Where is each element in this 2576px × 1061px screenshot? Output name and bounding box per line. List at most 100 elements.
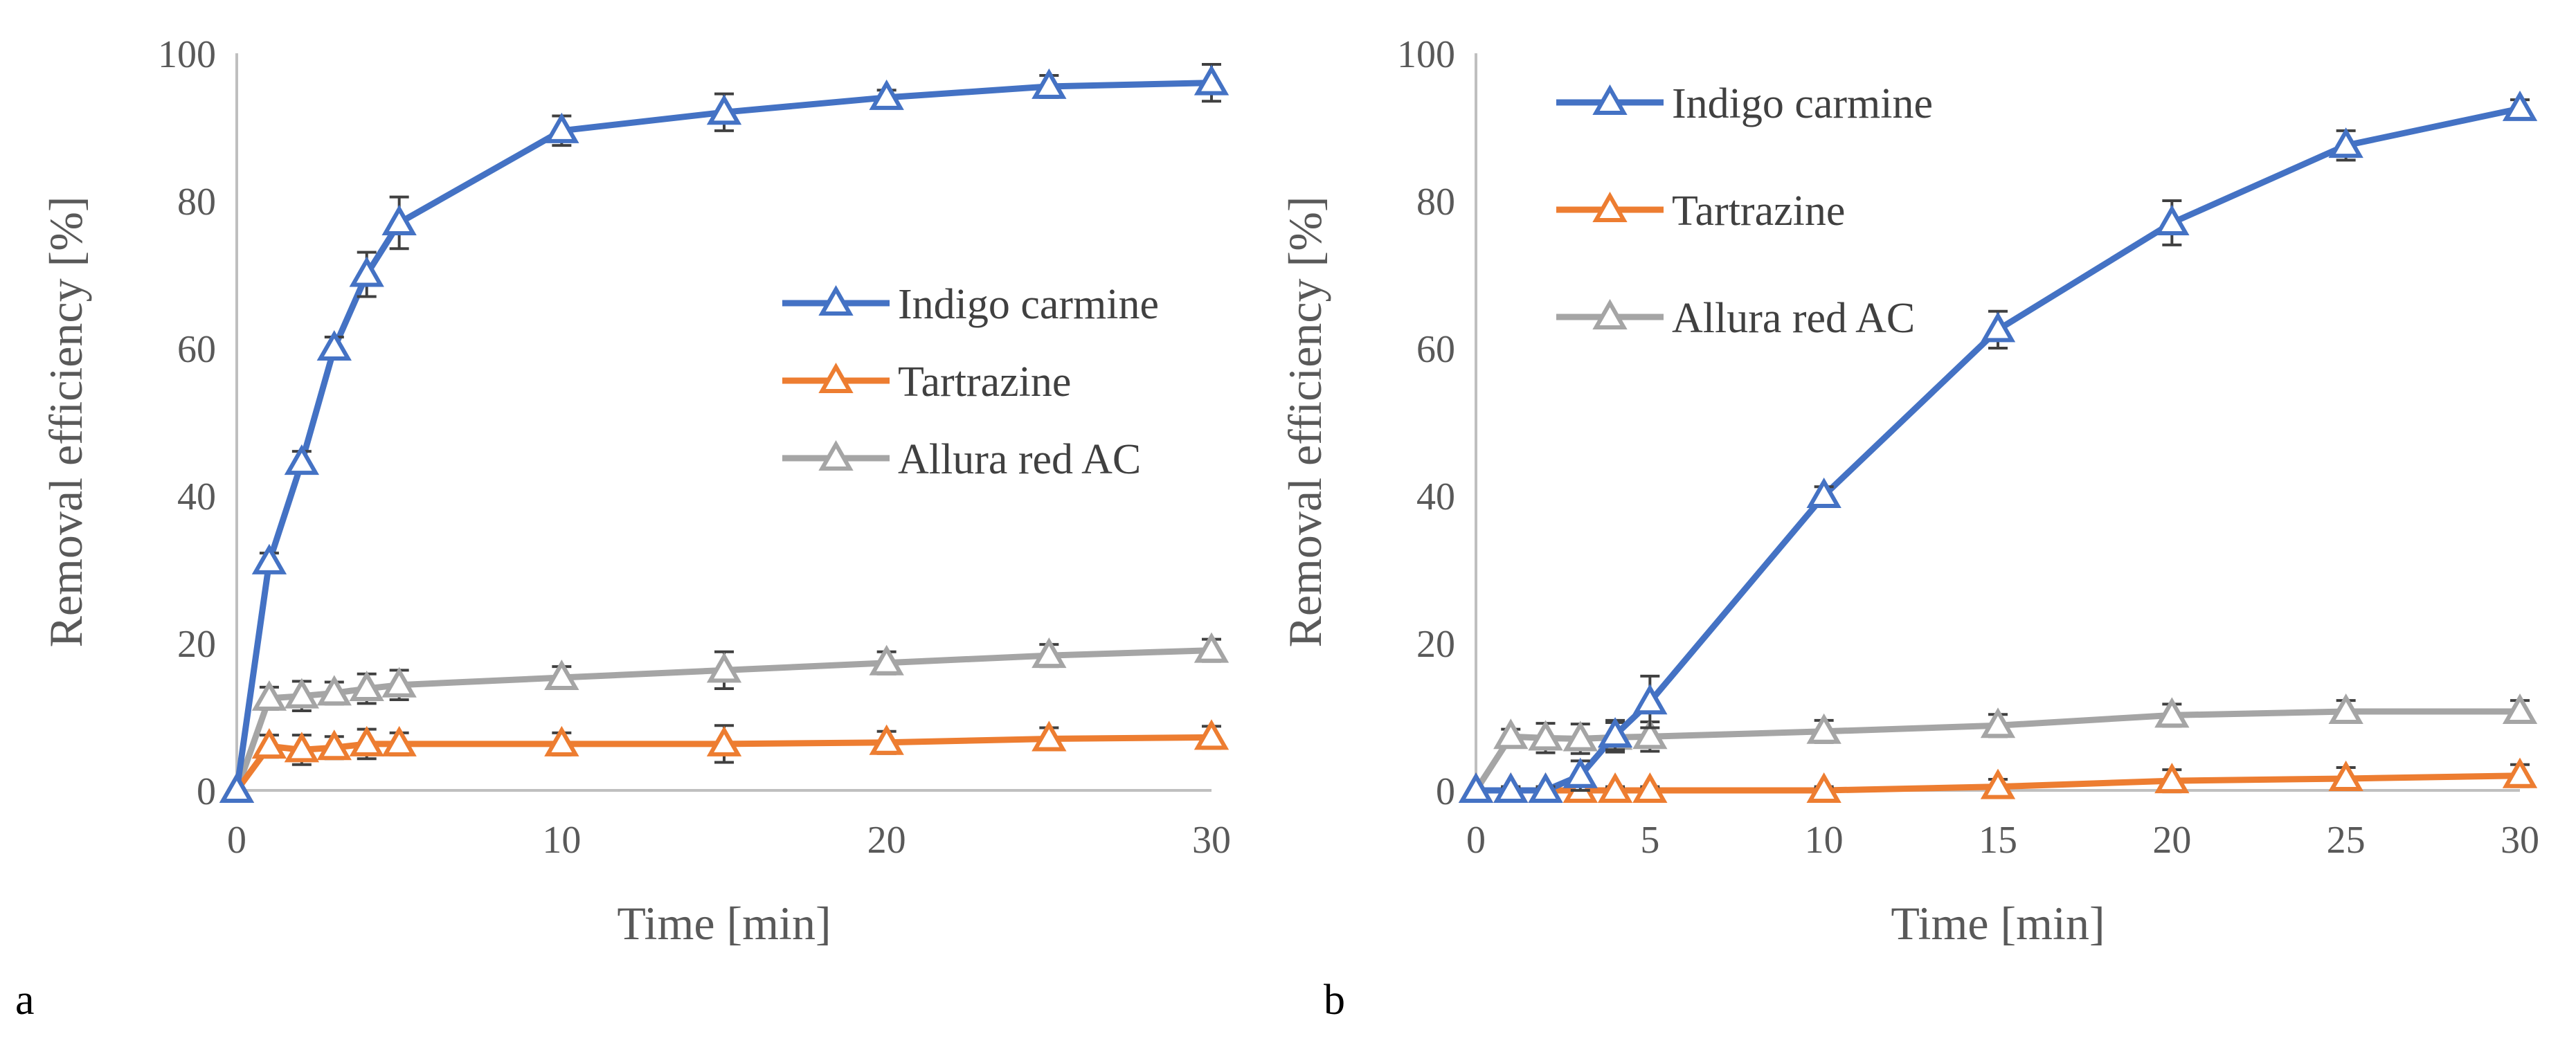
data-point-indigo-carmine [219, 772, 255, 803]
chart-panel-a: 0 20 40 60 80 100 0 10 20 30 Time [min] Removal eff… [39, 33, 1231, 950]
legend-marker-tartrazine [818, 362, 854, 393]
data-point-allura-red-ac [1806, 713, 1841, 744]
x-axis-title: Time [min] [617, 897, 831, 950]
data-point-indigo-carmine [869, 79, 904, 110]
y-axis-title: Removal efficiency [%] [1279, 196, 1331, 647]
y-tick-label: 60 [177, 328, 216, 371]
data-point-indigo-carmine [284, 444, 320, 475]
data-point-allura-red-ac [869, 644, 904, 675]
data-point-allura-red-ac [544, 660, 579, 691]
y-tick-label: 80 [177, 181, 216, 224]
data-point-allura-red-ac [381, 666, 417, 698]
legend-label-tartrazine: Tartrazine [898, 359, 1071, 406]
chart-panel-b: 0 20 40 60 80 100 0 5 10 15 20 25 30 Time [min] Remova… [1279, 33, 2539, 950]
x-tick-label: 15 [1979, 819, 2017, 862]
data-point-indigo-carmine [1980, 311, 2016, 343]
legend: Indigo carmine Tartrazine Allura red AC [782, 281, 1159, 483]
data-point-indigo-carmine [316, 329, 352, 361]
data-point-indigo-carmine [1597, 717, 1633, 748]
data-point-allura-red-ac [316, 675, 352, 706]
data-point-allura-red-ac [1632, 718, 1668, 750]
legend-marker-tartrazine [1592, 191, 1628, 222]
data-point-allura-red-ac [1194, 632, 1230, 663]
data-point-indigo-carmine [1806, 477, 1841, 508]
data-point-indigo-carmine [1632, 684, 1668, 715]
legend-marker-allura-red-ac [1592, 298, 1628, 329]
x-tick-label: 10 [1805, 819, 1844, 862]
y-tick-label: 100 [158, 33, 216, 76]
legend-label-indigo-carmine: Indigo carmine [1672, 80, 1933, 127]
data-point-tartrazine [1032, 720, 1067, 752]
data-point-tartrazine [251, 728, 287, 759]
legend-label-indigo-carmine: Indigo carmine [898, 281, 1159, 328]
panel-label-b: b [1324, 977, 1345, 1024]
data-point-allura-red-ac [284, 678, 320, 709]
y-tick-label: 100 [1397, 33, 1455, 76]
data-point-allura-red-ac [1562, 720, 1598, 752]
y-tick-label: 60 [1416, 328, 1455, 371]
data-point-indigo-carmine [1194, 64, 1230, 96]
data-point-tartrazine [349, 725, 384, 756]
data-point-tartrazine [1980, 768, 2016, 799]
data-point-indigo-carmine [2328, 127, 2363, 158]
data-point-allura-red-ac [706, 652, 742, 683]
legend: Indigo carmine Tartrazine Allura red AC [1556, 80, 1933, 342]
data-point-indigo-carmine [349, 256, 384, 287]
data-point-indigo-carmine [1493, 772, 1529, 803]
y-tick-label: 20 [177, 623, 216, 666]
x-tick-label: 0 [1466, 819, 1486, 862]
data-point-allura-red-ac [1980, 707, 2016, 738]
data-point-allura-red-ac [349, 670, 384, 702]
legend-marker-allura-red-ac [818, 439, 854, 471]
x-tick-label: 30 [1192, 819, 1231, 862]
x-tick-label: 20 [2152, 819, 2191, 862]
y-axis-title: Removal efficiency [%] [39, 196, 92, 647]
data-point-indigo-carmine [1458, 772, 1494, 803]
data-point-indigo-carmine [381, 204, 417, 235]
data-point-tartrazine [381, 725, 417, 756]
data-point-indigo-carmine [2502, 90, 2538, 121]
data-point-tartrazine [869, 724, 904, 755]
panel-label-a: a [15, 977, 35, 1024]
data-point-allura-red-ac [1032, 637, 1067, 669]
legend-marker-indigo-carmine [818, 284, 854, 316]
y-tick-label: 0 [197, 770, 216, 813]
data-point-indigo-carmine [1528, 772, 1563, 803]
data-point-tartrazine [1632, 772, 1668, 803]
legend-marker-indigo-carmine [1592, 84, 1628, 115]
data-point-allura-red-ac [251, 680, 287, 711]
series-allura-red-ac [1458, 693, 2538, 803]
data-point-tartrazine [2154, 763, 2190, 794]
data-point-tartrazine [544, 725, 579, 756]
x-tick-label: 20 [867, 819, 906, 862]
data-point-tartrazine [2502, 757, 2538, 788]
data-point-indigo-carmine [251, 543, 287, 574]
x-tick-label: 0 [227, 819, 246, 862]
series-indigo-carmine [1458, 90, 2538, 803]
data-point-tartrazine [284, 732, 320, 763]
data-point-allura-red-ac [1493, 718, 1529, 750]
series-allura-red-ac [219, 632, 1230, 803]
y-tick-label: 40 [177, 475, 216, 518]
legend-label-allura-red-ac: Allura red AC [898, 436, 1141, 483]
y-tick-label: 20 [1416, 623, 1455, 666]
data-point-indigo-carmine [1562, 757, 1598, 788]
series-indigo-carmine [219, 62, 1230, 803]
data-point-allura-red-ac [2328, 693, 2363, 725]
data-point-tartrazine [316, 729, 352, 761]
data-point-allura-red-ac [2502, 693, 2538, 725]
x-tick-label: 5 [1640, 819, 1659, 862]
legend-label-allura-red-ac: Allura red AC [1672, 295, 1915, 342]
data-point-tartrazine [1806, 772, 1841, 803]
data-point-allura-red-ac [2154, 697, 2190, 728]
data-point-tartrazine [706, 725, 742, 756]
x-tick-label: 30 [2501, 819, 2539, 862]
data-point-indigo-carmine [1032, 68, 1067, 99]
x-tick-label: 10 [542, 819, 581, 862]
y-tick-label: 80 [1416, 181, 1455, 224]
data-point-indigo-carmine [706, 94, 742, 125]
data-point-indigo-carmine [544, 112, 579, 143]
x-tick-label: 25 [2327, 819, 2366, 862]
data-point-indigo-carmine [2154, 204, 2190, 235]
